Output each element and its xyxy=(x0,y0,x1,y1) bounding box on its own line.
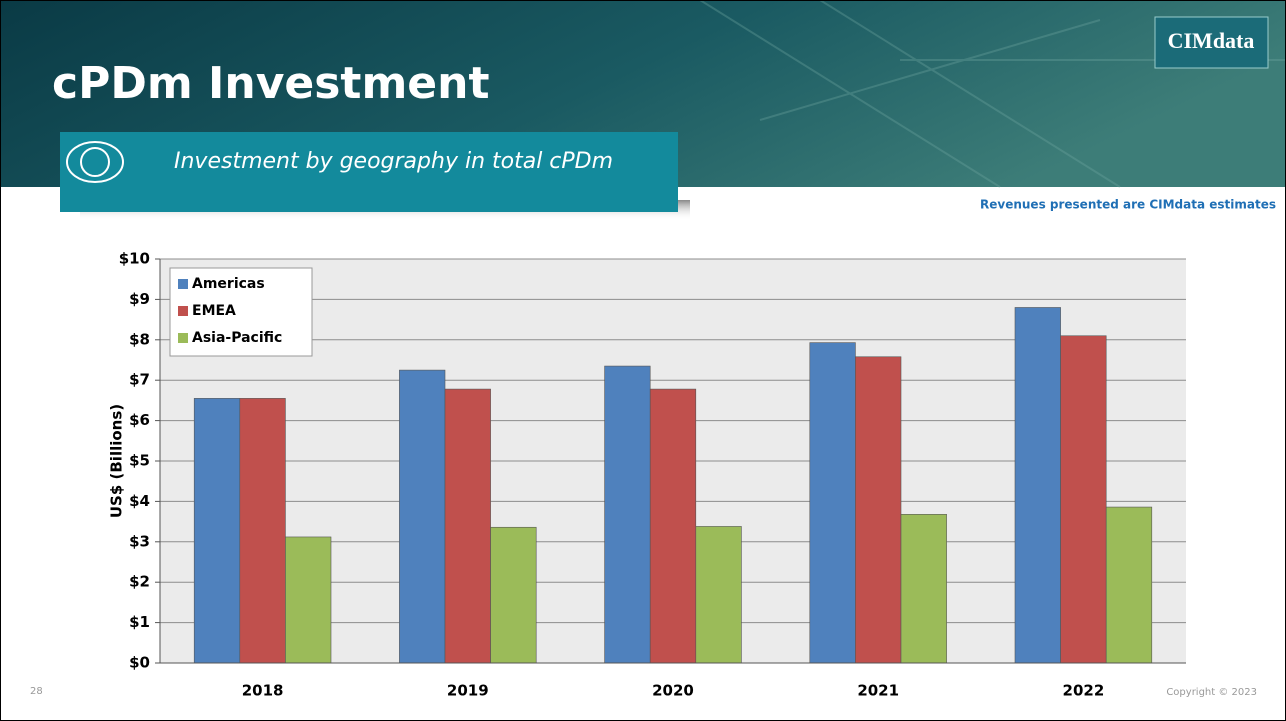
legend-label: EMEA xyxy=(192,303,236,319)
y-tick-label: $3 xyxy=(129,532,150,550)
legend-box xyxy=(169,267,313,357)
eye-icon xyxy=(66,141,124,183)
bar xyxy=(649,388,697,664)
estimate-note: Revenues presented are CIMdata estimates xyxy=(980,198,1276,212)
x-tick-label: 2020 xyxy=(652,682,694,700)
logo: CIMdata xyxy=(1168,28,1255,53)
x-tick-label: 2021 xyxy=(857,682,899,700)
y-tick-label: $8 xyxy=(129,330,150,348)
x-tick-label: 2018 xyxy=(242,682,284,700)
y-tick-label: $1 xyxy=(129,613,150,631)
header-decoration xyxy=(699,0,1286,188)
bar xyxy=(285,536,332,664)
y-axis-label: US$ (Billions) xyxy=(108,404,126,518)
subtitle: Investment by geography in total cPDm xyxy=(174,149,613,174)
logo-box xyxy=(1154,16,1269,69)
slide-title: cPDm Investment xyxy=(52,58,490,109)
bar xyxy=(239,398,286,664)
legend-swatch xyxy=(178,306,188,316)
bar xyxy=(900,514,947,664)
bar xyxy=(1060,335,1107,664)
page-number: 28 xyxy=(30,686,43,697)
y-tick-label: $2 xyxy=(129,573,150,591)
bar xyxy=(193,398,241,664)
bar xyxy=(695,526,742,664)
bar xyxy=(855,356,902,664)
bar xyxy=(444,388,491,664)
legend-swatch xyxy=(178,333,188,343)
copyright: Copyright © 2023 xyxy=(1166,687,1257,698)
eye-iris xyxy=(80,147,110,177)
y-tick-label: $10 xyxy=(119,250,150,268)
bar xyxy=(1014,307,1061,664)
y-tick-label: $5 xyxy=(129,452,150,470)
y-tick-label: $9 xyxy=(129,290,150,308)
x-tick-label: 2022 xyxy=(1063,682,1105,700)
bar xyxy=(399,369,446,664)
legend-label: Asia-Pacific xyxy=(192,330,282,346)
legend-label: Americas xyxy=(192,276,265,292)
y-tick-label: $4 xyxy=(129,492,150,510)
bar xyxy=(604,365,651,664)
subtitle-box xyxy=(60,132,678,212)
bar xyxy=(490,526,537,664)
bar xyxy=(809,342,856,664)
bar xyxy=(1105,506,1153,664)
y-tick-label: $6 xyxy=(129,411,150,429)
x-tick-label: 2019 xyxy=(447,682,489,700)
y-tick-label: $0 xyxy=(129,654,150,672)
legend-swatch xyxy=(178,279,188,289)
y-tick-label: $7 xyxy=(129,371,150,389)
